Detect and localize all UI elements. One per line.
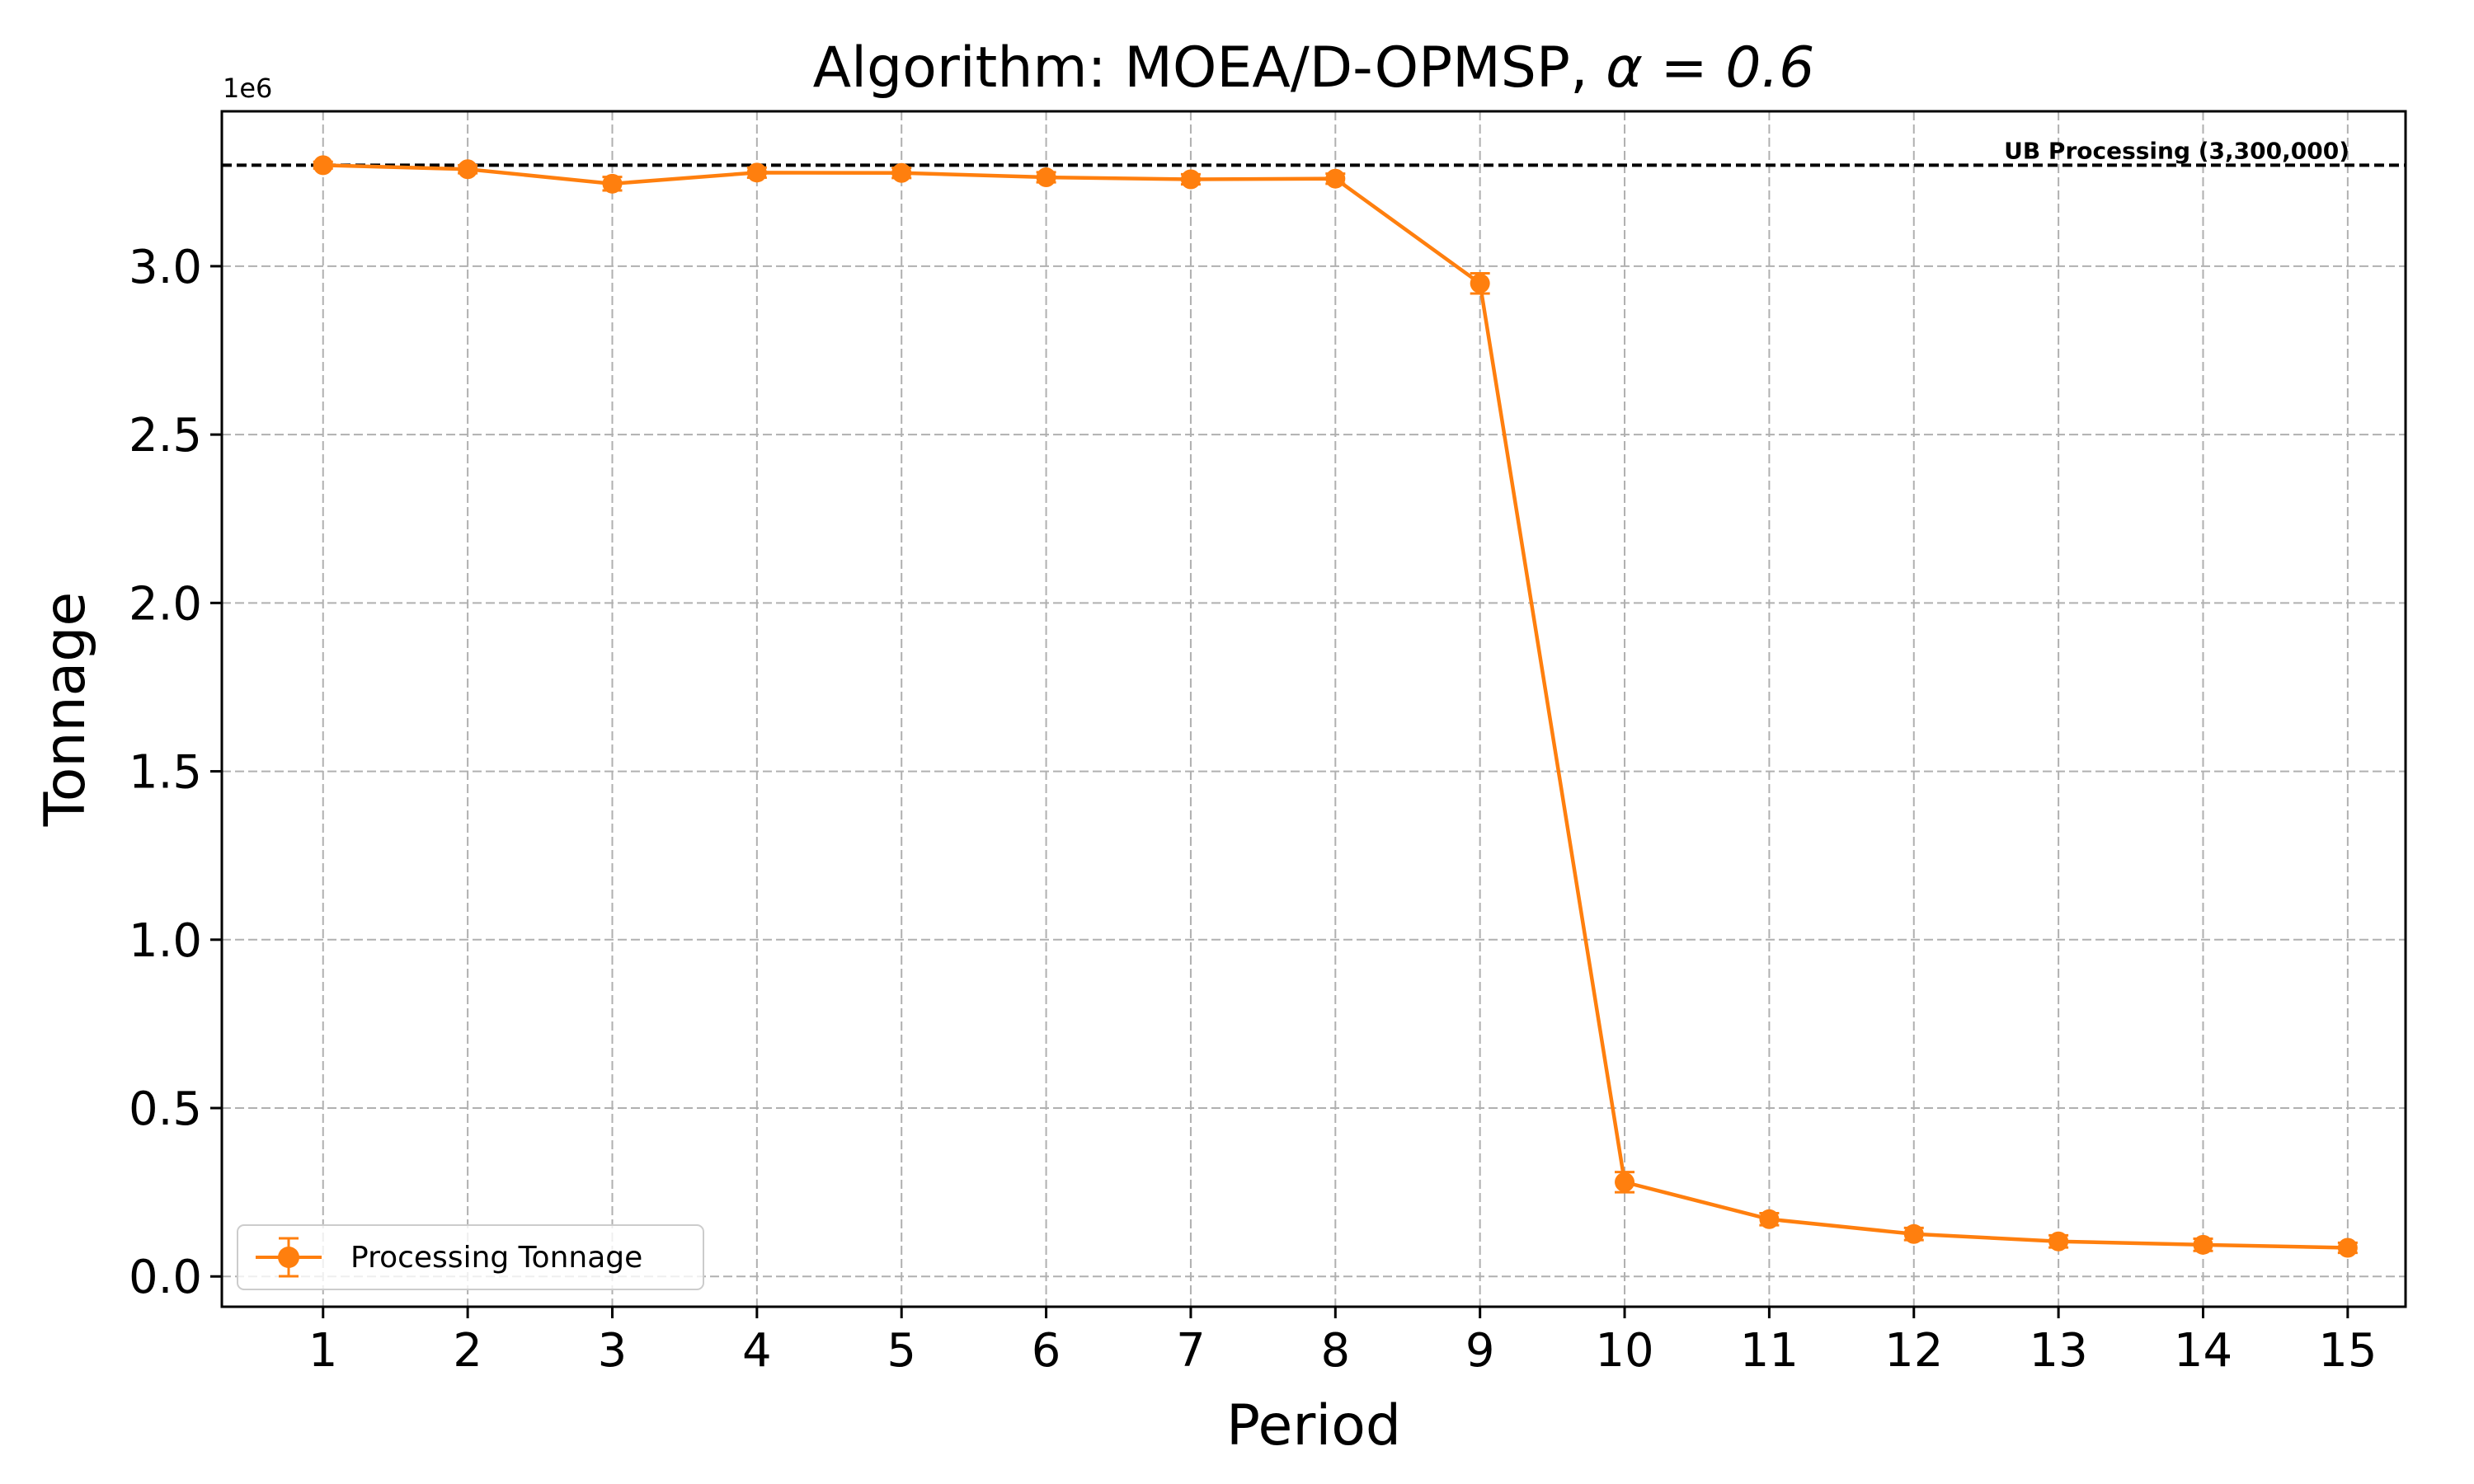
y-tick-label: 0.0 [129, 1251, 202, 1304]
data-point [1470, 273, 1490, 294]
x-tick-label: 3 [598, 1324, 628, 1378]
x-tick-label: 11 [1740, 1324, 1799, 1378]
x-tick-label: 12 [1884, 1324, 1943, 1378]
y-axis-label: Tonnage [33, 592, 98, 827]
x-tick-label: 13 [2029, 1324, 2087, 1378]
data-point [458, 159, 478, 180]
data-point [1180, 169, 1201, 190]
reference-line-group: UB Processing (3,300,000) [222, 137, 2406, 167]
data-point [602, 173, 623, 194]
y-ticks: 0.0 0.5 1.0 1.5 2.0 2.5 3.0 [129, 241, 222, 1304]
y-tick-label: 1.0 [129, 914, 202, 968]
x-tick-label: 9 [1465, 1324, 1495, 1378]
data-point [2048, 1231, 2069, 1252]
ub-processing-label: UB Processing (3,300,000) [2004, 137, 2349, 164]
y-tick-label: 2.5 [129, 409, 202, 463]
y-tick-label: 0.5 [129, 1082, 202, 1136]
y-tick-label: 2.0 [129, 577, 202, 631]
data-point [1615, 1172, 1635, 1192]
x-tick-label: 10 [1595, 1324, 1653, 1378]
legend-label: Processing Tonnage [350, 1241, 642, 1275]
x-tick-label: 15 [2318, 1324, 2377, 1378]
x-tick-label: 5 [887, 1324, 916, 1378]
legend-marker [278, 1247, 299, 1268]
data-point [1903, 1223, 1924, 1244]
data-point [1036, 167, 1056, 188]
legend: Processing Tonnage [237, 1224, 704, 1290]
grid [222, 111, 2406, 1307]
x-tick-label: 4 [742, 1324, 772, 1378]
series-group [313, 155, 2358, 1258]
data-point [313, 155, 333, 176]
chart-title: Algorithm: MOEA/D-OPMSP, α = 0.6 [813, 35, 1815, 101]
plot-frame [220, 110, 2407, 1308]
x-tick-label: 2 [453, 1324, 482, 1378]
data-point [891, 162, 912, 183]
legend-box [237, 1224, 704, 1290]
x-tick-label: 6 [1032, 1324, 1061, 1378]
x-ticks: 1 2 3 4 5 6 7 8 9 10 11 12 13 14 15 [308, 1307, 2377, 1378]
x-tick-label: 14 [2174, 1324, 2232, 1378]
x-tick-label: 1 [308, 1324, 338, 1378]
y-tick-label: 1.5 [129, 746, 202, 800]
data-point [2193, 1234, 2213, 1255]
y-offset-label: 1e6 [223, 73, 272, 104]
data-point [1759, 1209, 1780, 1229]
y-tick-label: 3.0 [129, 241, 202, 294]
x-tick-label: 7 [1176, 1324, 1206, 1378]
data-point [2337, 1237, 2358, 1258]
data-point [1325, 168, 1346, 189]
data-point [746, 162, 767, 183]
x-axis-label: Period [1226, 1393, 1401, 1458]
x-tick-label: 8 [1320, 1324, 1350, 1378]
